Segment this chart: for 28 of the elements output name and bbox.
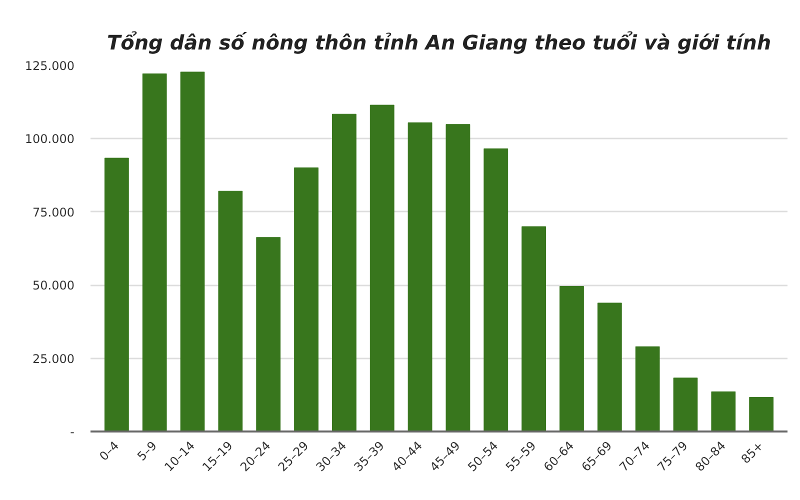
x-tick-label: 5–9 (134, 438, 160, 464)
bar (446, 124, 470, 432)
bar (711, 391, 736, 432)
chart-title: Tổng dân số nông thôn tỉnh An Giang theo tuổi và giới tính (106, 30, 772, 54)
bar (142, 73, 167, 432)
y-tick-label: 75.000 (32, 205, 75, 220)
y-tick-label: 50.000 (32, 278, 75, 293)
bar (104, 158, 129, 432)
y-tick-label: 25.000 (32, 352, 75, 366)
x-tick-label: 0–4 (96, 438, 122, 464)
bar (256, 237, 281, 432)
y-tick-label: 100.000 (24, 132, 74, 146)
bar (218, 190, 243, 432)
bar (408, 122, 432, 432)
bar (370, 104, 394, 432)
bar (522, 226, 546, 432)
bar (635, 346, 660, 432)
y-tick-label: 125.000 (24, 59, 74, 73)
bar (294, 167, 318, 432)
y-tick-label: - (70, 425, 75, 439)
bar (560, 286, 584, 432)
bar (597, 302, 622, 432)
bar (484, 148, 508, 432)
bar (749, 396, 774, 432)
bar (332, 114, 356, 432)
x-tick-label: 85+ (738, 438, 766, 466)
bar (180, 72, 205, 432)
bar (673, 378, 698, 432)
